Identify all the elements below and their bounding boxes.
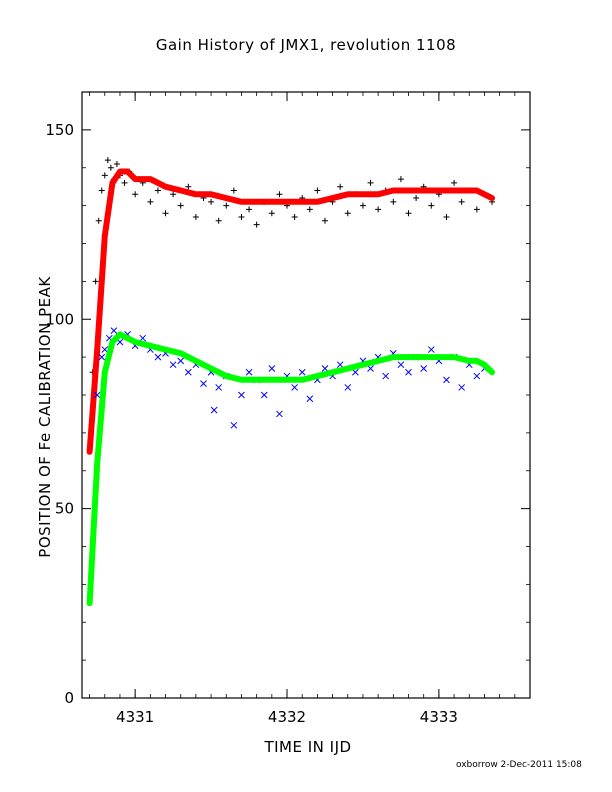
series-2-point — [367, 365, 374, 372]
series-3-trend-line — [86, 331, 495, 607]
series-0-point — [337, 183, 344, 190]
series-0-point — [121, 179, 128, 186]
series-0-point — [101, 172, 108, 179]
series-2-point — [215, 384, 223, 391]
series-2-point — [443, 376, 450, 384]
series-0-point — [92, 278, 99, 285]
plot-frame — [81, 91, 531, 699]
series-0-point — [253, 221, 260, 228]
series-2-point — [397, 361, 405, 369]
x-axis-label: TIME IN IJD — [264, 738, 352, 756]
series-2-point — [344, 384, 352, 391]
series-2-point — [200, 380, 207, 387]
series-2-point — [420, 365, 428, 372]
series-2-point — [93, 391, 101, 399]
series-0-point — [268, 210, 275, 217]
x-tick-label: 4331 — [116, 708, 154, 726]
series-2-point — [101, 346, 109, 353]
series-2-point — [98, 353, 106, 361]
series-2-point — [306, 395, 314, 403]
y-tick-label: 100 — [45, 310, 74, 328]
series-0-point — [95, 217, 102, 224]
x-tick-label: 4332 — [268, 708, 306, 726]
series-0-point — [443, 213, 450, 220]
series-2-point — [177, 357, 185, 365]
series-0-point — [185, 183, 192, 190]
series-0-point — [413, 195, 420, 202]
series-2-point — [321, 365, 329, 372]
series-0-point — [215, 217, 222, 224]
series-0-point — [397, 176, 404, 183]
series-0-point — [367, 179, 374, 186]
series-2-point — [427, 346, 435, 353]
series-1 — [86, 168, 495, 455]
series-2-point — [238, 391, 245, 399]
series-0-point — [428, 202, 435, 209]
series-0-point — [208, 198, 215, 205]
chart-title: Gain History of JMX1, revolution 1108 — [155, 36, 457, 54]
series-0-point — [107, 164, 114, 171]
series-2-point — [352, 368, 359, 376]
series-0-point — [162, 210, 169, 217]
y-tick-label: 0 — [64, 689, 74, 707]
series-2-point — [154, 353, 162, 361]
series-2-point — [336, 361, 344, 369]
series-0-point — [306, 206, 313, 213]
series-0-point — [451, 179, 458, 186]
series-0-point — [104, 157, 111, 164]
series-0-point — [314, 187, 321, 194]
series-0-point — [113, 160, 120, 167]
series-0-point — [223, 202, 230, 209]
series-0-point — [170, 191, 177, 198]
series-2-point — [210, 406, 218, 414]
series-2-point — [184, 368, 192, 376]
series-0-point — [230, 187, 237, 194]
y-tick-label: 150 — [45, 121, 74, 139]
series-0-point — [321, 217, 328, 224]
series-0-point — [177, 202, 184, 209]
series-0-point — [291, 213, 298, 220]
series-2-point — [405, 368, 412, 376]
series-2-point — [473, 372, 481, 380]
series-0-point — [473, 206, 480, 213]
series-2-point — [291, 384, 298, 391]
series-2-point — [268, 365, 276, 372]
series-0-point — [98, 187, 105, 194]
series-0-point — [405, 210, 412, 217]
series-2-point — [382, 372, 390, 380]
series-layer — [86, 157, 496, 607]
series-0-point — [390, 198, 397, 205]
series-0-point — [238, 213, 245, 220]
series-0-point — [246, 206, 253, 213]
series-0-point — [276, 191, 283, 198]
series-2-point — [230, 421, 238, 429]
series-3 — [86, 331, 495, 607]
series-0-point — [147, 198, 154, 205]
series-2-point — [276, 410, 283, 418]
series-2-point — [169, 361, 177, 369]
series-2-point — [110, 327, 118, 334]
series-0-point — [344, 210, 351, 217]
series-0-point — [359, 202, 366, 209]
series-2-point — [139, 334, 147, 342]
series-2-point — [458, 384, 466, 391]
footer-credit: oxborrow 2-Dec-2011 15:08 — [456, 760, 582, 770]
series-1-trend-line — [86, 168, 495, 455]
series-0-point — [458, 198, 465, 205]
series-0-point — [192, 213, 199, 220]
series-2-point — [298, 368, 306, 376]
series-2-point — [245, 368, 253, 376]
ticks-layer: 0 50 100 150 4331 4332 4333 — [45, 92, 530, 726]
y-tick-label: 50 — [55, 500, 74, 518]
series-2-point — [260, 391, 268, 399]
series-0-point — [154, 187, 161, 194]
series-0-point — [132, 191, 139, 198]
series-0-point — [375, 206, 382, 213]
x-tick-label: 4333 — [420, 708, 458, 726]
